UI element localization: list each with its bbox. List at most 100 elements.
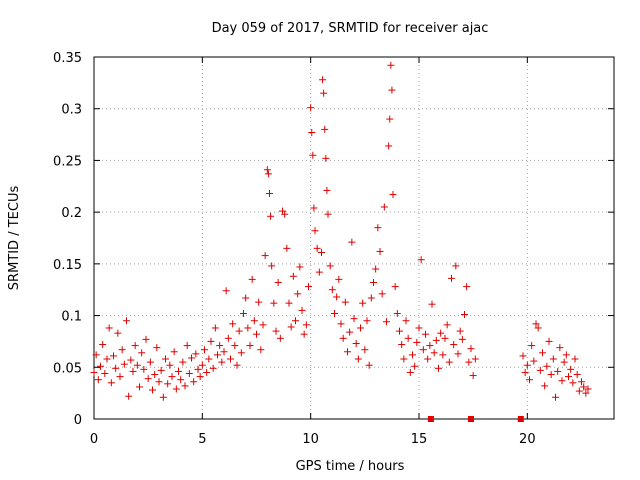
data-point [354,355,362,363]
y-tick-label: 0.2 [61,206,82,221]
data-point [250,317,258,325]
data-point [558,377,566,385]
data-point [233,361,241,369]
data-point [322,154,330,162]
data-point [428,300,436,308]
data-point [443,321,451,329]
data-point [539,349,546,357]
data-point [224,334,232,342]
data-point [162,355,169,363]
x-tick-label: 0 [90,432,98,447]
data-point [471,355,479,363]
data-point [205,355,213,363]
data-point [411,362,419,370]
data-point [452,262,460,270]
data-point [519,352,527,360]
data-point [289,272,297,280]
data-point [118,346,126,354]
data-point [283,244,291,252]
data-point [549,355,557,363]
data-point [415,324,423,332]
data-point [541,382,549,390]
data-point [268,262,276,270]
y-axis-ticks: 0 0.05 0.1 0.15 0.2 0.25 0.3 0.35 [53,51,614,428]
data-point [149,386,156,394]
data-point [463,283,471,291]
x-tick-label: 10 [302,432,319,447]
data-point [328,286,336,294]
chart-title: Day 059 of 2017, SRMTID for receiver aja… [212,21,489,36]
data-point [127,356,135,364]
y-tick-label: 0.3 [61,103,82,118]
data-point [404,334,412,342]
data-point [454,350,462,358]
data-point-square [427,416,434,422]
data-point [528,342,536,350]
data-point [285,299,293,307]
data-point [417,256,425,264]
y-tick-label: 0.35 [53,51,82,66]
data-point [229,320,237,328]
data-point [571,355,579,363]
data-point [467,345,475,353]
data-point [235,327,243,335]
data-point [567,365,575,373]
data-point [396,327,403,335]
data-point [532,320,540,328]
data-point [521,368,529,376]
data-point [246,342,254,350]
data-point [430,349,438,357]
data-point [281,210,289,218]
data-point [560,358,568,366]
data-point [181,382,189,390]
data-point [534,324,542,332]
x-tick-label: 5 [198,432,206,447]
x-axis-label: GPS time / hours [296,459,405,474]
data-point [270,299,278,307]
data-point [179,358,187,366]
data-point [237,349,245,357]
data-point [140,365,148,373]
data-point [398,341,406,349]
data-point [406,368,414,376]
data-point [123,317,130,325]
data-point [168,373,176,381]
data-point [209,364,217,372]
data-point [266,190,273,198]
data-point [361,346,369,354]
data-point [112,364,120,372]
data-point [323,186,331,194]
data-point [413,338,421,346]
data-point [101,369,109,377]
data-point [465,358,473,366]
data-point [120,360,128,368]
data-point [242,294,250,302]
data-point [426,342,434,350]
data-point [545,337,553,345]
data-point [99,341,107,349]
data-point [216,342,224,350]
data-point [302,321,310,329]
data-point [222,287,230,295]
data-point [240,310,247,318]
data-point [94,376,102,384]
data-point [575,387,583,395]
data-point [578,378,585,386]
data-point [352,339,360,347]
data-point [380,203,388,211]
data-point [146,358,154,366]
data-point [105,324,113,332]
data-point [523,361,531,369]
data-point [318,248,325,256]
data-point [565,373,572,381]
data-point [227,355,234,363]
data-point [339,334,347,342]
data-point [264,170,272,178]
data-point [90,368,98,376]
data-point [326,262,334,270]
data-point [300,330,308,338]
x-tick-label: 15 [411,432,428,447]
data-point [155,378,163,386]
